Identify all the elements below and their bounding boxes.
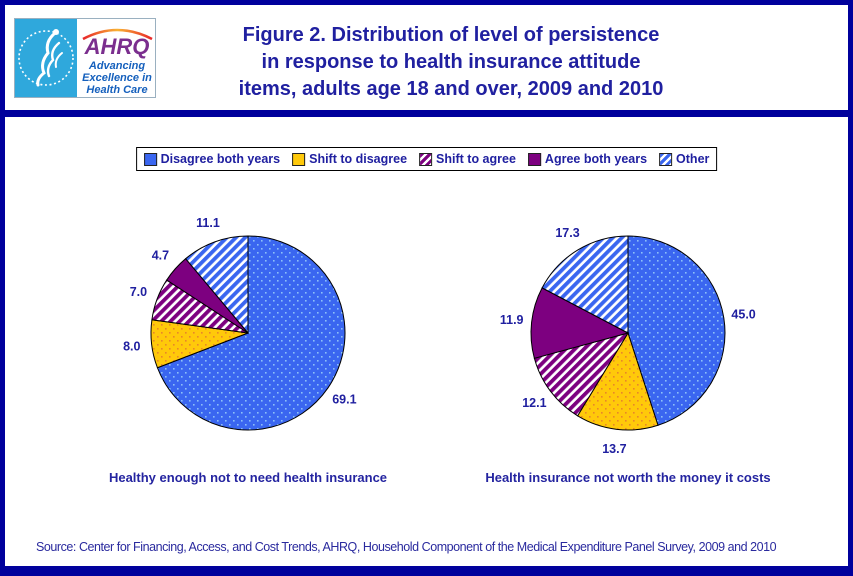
rainbow-arc-icon: [82, 28, 153, 41]
pie-slice-disagree-both-years: [627, 235, 726, 426]
hhs-seal-icon: [15, 19, 77, 97]
left-border: [0, 0, 5, 576]
tagline-line-3: Health Care: [86, 84, 147, 96]
slice-value-label: 69.1: [332, 392, 356, 406]
pie-slice-shift-to-disagree: [576, 331, 659, 431]
legend-label: Shift to disagree: [309, 152, 408, 166]
title-line-1: Figure 2. Distribution of level of persi…: [242, 24, 660, 46]
dots-yellow-swatch-icon: [292, 152, 306, 166]
chart-legend: Disagree both years Shift to disagree Shif…: [135, 147, 718, 171]
slice-value-label: 8.0: [123, 339, 140, 353]
pie-caption-left: Healthy enough not to need health insura…: [108, 470, 388, 485]
bottom-border: [0, 566, 853, 576]
tagline-line-2: Excellence in: [82, 72, 152, 84]
pie-slice-other: [184, 235, 249, 335]
pie-slice-shift-to-agree: [533, 332, 630, 417]
legend-label: Disagree both years: [160, 152, 281, 166]
pie-chart-right: 45.0 13.7 12.1 11.9 17.3: [500, 226, 756, 456]
ahrq-text: AHRQ: [84, 34, 150, 59]
pie-chart-left: 69.1 8.0 7.0 4.7 11.1: [123, 216, 357, 431]
figure-title: Figure 2. Distribution of level of persi…: [170, 22, 732, 103]
source-note: Source: Center for Financing, Access, an…: [36, 540, 777, 554]
ahrq-logo-graphic: AHRQ Advancing Excellence in Health Care: [15, 19, 153, 97]
legend-label: Agree both years: [544, 152, 648, 166]
legend-item: Shift to agree: [419, 152, 516, 166]
pie-slice-other: [541, 235, 629, 334]
slice-value-label: 12.1: [522, 396, 546, 410]
slice-value-label: 4.7: [152, 248, 169, 262]
hatch-purple-swatch-icon: [419, 152, 433, 166]
pie-charts: 69.1 8.0 7.0 4.7 11.1 45.0 13.7 12.1 11.9 17.3: [123, 216, 756, 456]
legend-item: Shift to disagree: [292, 152, 407, 166]
legend-label: Other: [676, 152, 710, 166]
solid-purple-swatch-icon: [527, 152, 541, 166]
pie-caption-right: Health insurance not worth the money it …: [485, 470, 771, 485]
legend-item: Other: [659, 152, 709, 166]
legend-label: Shift to agree: [436, 152, 516, 166]
slice-value-label: 13.7: [602, 442, 626, 456]
slice-value-label: 7.0: [130, 285, 147, 299]
header-divider: [0, 110, 853, 117]
slice-value-label: 17.3: [555, 226, 579, 240]
tagline-line-1: Advancing: [88, 60, 146, 72]
right-border: [848, 0, 853, 576]
dots-blue-swatch-icon: [143, 152, 157, 166]
title-line-3: items, adults age 18 and over, 2009 and …: [238, 78, 664, 100]
slice-value-label: 45.0: [731, 308, 755, 322]
slice-value-label: 11.1: [196, 216, 220, 230]
pie-slice-disagree-both-years: [156, 235, 346, 431]
hatch-blue-swatch-icon: [659, 152, 673, 166]
ahrq-wordmark: AHRQ Advancing Excellence in Health Care: [82, 28, 153, 96]
top-border: [0, 0, 853, 5]
ahrq-logo: AHRQ Advancing Excellence in Health Care: [14, 18, 156, 98]
legend-item: Disagree both years: [143, 152, 281, 166]
slice-value-label: 11.9: [500, 313, 524, 327]
pie-slice-agree-both-years: [530, 287, 630, 359]
legend-item: Agree both years: [527, 152, 648, 166]
title-line-2: in response to health insurance attitude: [261, 51, 641, 73]
